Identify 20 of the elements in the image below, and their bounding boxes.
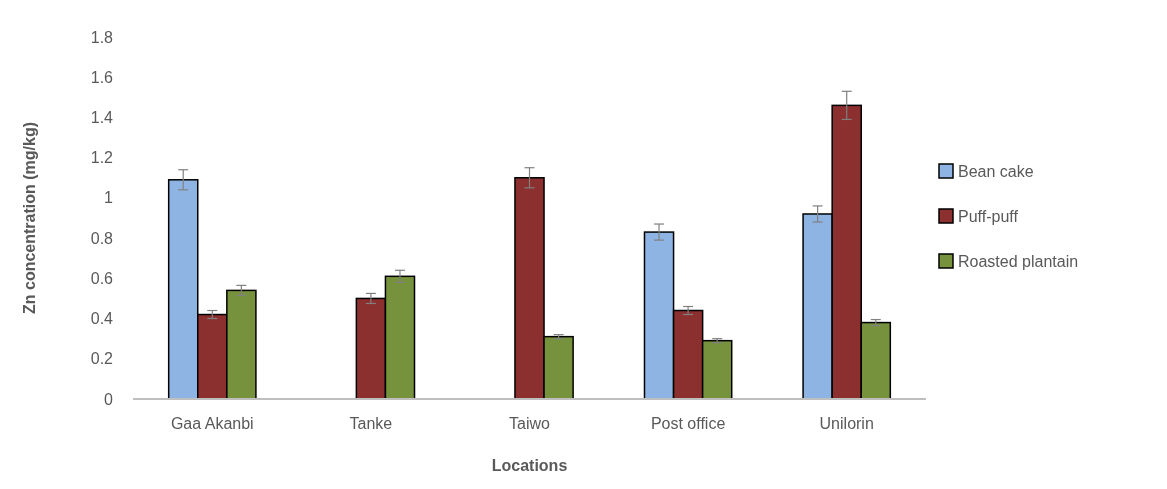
x-tick-label: Gaa Akanbi [170, 415, 254, 432]
x-tick-label: Unilorin [819, 415, 874, 432]
y-tick-label: 1 [104, 189, 114, 207]
x-tick-label: Tanke [349, 415, 393, 432]
x-tick-label: Post office [650, 415, 726, 432]
y-tick-label: 1.6 [90, 68, 114, 86]
y-tick-label: 0.8 [90, 229, 114, 247]
legend-label: Bean cake [958, 162, 1034, 180]
legend-label: Puff-puff [958, 207, 1019, 225]
x-axis-title: Locations [491, 457, 568, 474]
y-tick-label: 1.2 [90, 149, 114, 167]
x-tick-label: Taiwo [509, 415, 551, 432]
y-tick-label: 1.4 [90, 109, 114, 127]
legend-label: Roasted plantain [958, 252, 1079, 270]
y-axis-title: Zn concentration (mg/kg) [21, 122, 38, 314]
y-tick-label: 0 [104, 390, 114, 408]
y-tick-label: 0.2 [90, 350, 114, 368]
y-tick-label: 0.6 [90, 269, 114, 287]
y-tick-label: 0.4 [90, 310, 114, 328]
y-tick-label: 1.8 [90, 28, 114, 46]
